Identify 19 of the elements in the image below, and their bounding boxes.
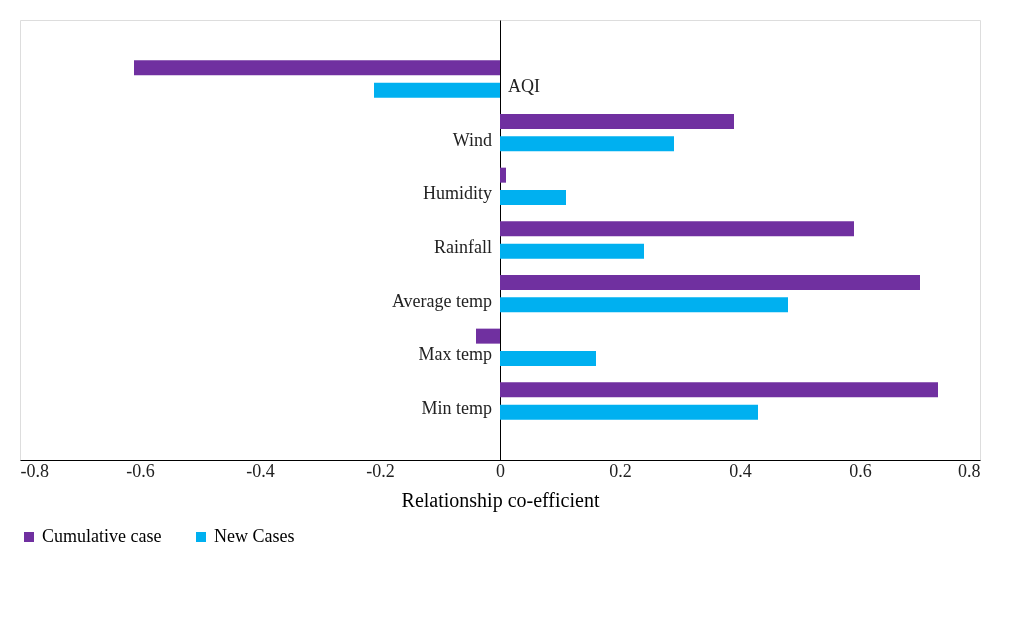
x-tick-label: -0.6: [126, 460, 155, 481]
y-tick-label: Max temp: [418, 344, 492, 365]
x-tick-label: 0.4: [729, 460, 752, 481]
y-tick-label: Average temp: [391, 290, 492, 311]
legend-label: Cumulative case: [42, 526, 162, 546]
x-tick-label: -0.2: [366, 460, 395, 481]
y-tick-label: Min temp: [421, 397, 492, 418]
y-tick-label: Rainfall: [434, 237, 492, 257]
y-tick-label: Wind: [452, 129, 492, 150]
x-tick-label: 0.2: [609, 460, 632, 481]
x-tick-label: 0.6: [849, 460, 872, 481]
y-tick-label: Humidity: [422, 183, 492, 204]
x-tick-label: -0.4: [246, 460, 275, 481]
x-tick-label: -0.8: [20, 460, 49, 481]
legend-label: New Cases: [214, 526, 295, 546]
x-axis-title: Relationship co-efficient: [401, 488, 600, 512]
x-tick-label: 0.8: [958, 460, 981, 481]
y-tick-label: AQI: [508, 76, 540, 97]
x-tick-label: 0: [496, 460, 505, 481]
